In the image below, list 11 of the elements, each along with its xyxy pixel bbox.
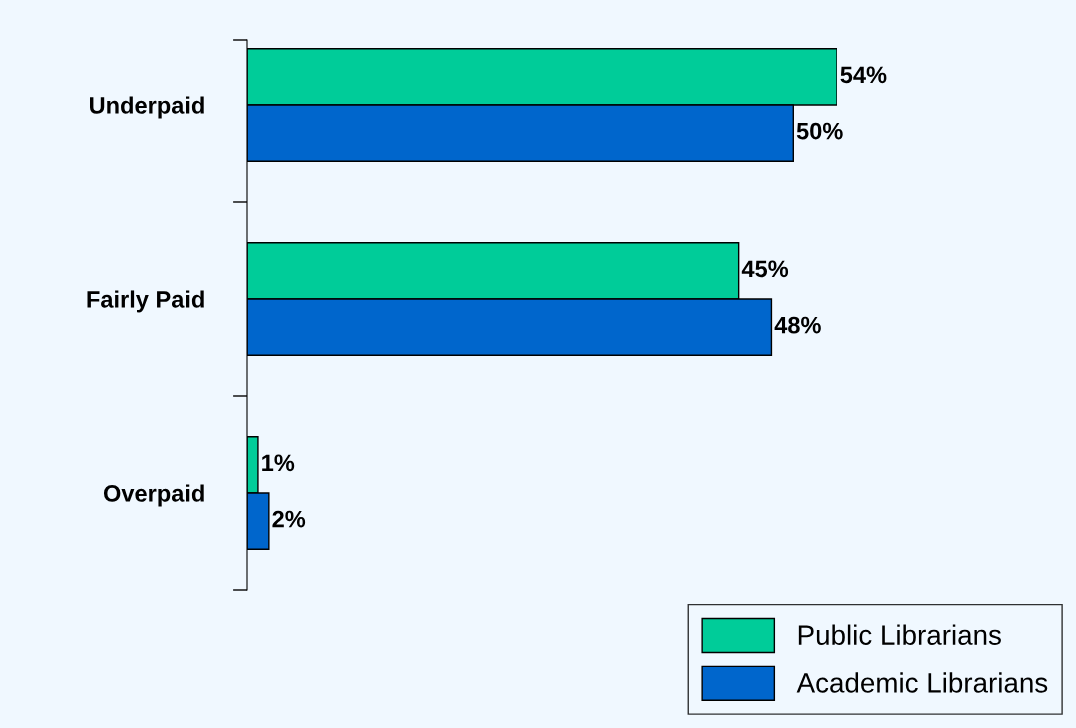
y-tick-label: Fairly Paid (87, 290, 204, 313)
y-tick-label: Overpaid (103, 484, 204, 507)
data-label: 48% (774, 316, 821, 334)
legend-label: Public Librarians (798, 624, 1001, 645)
y-tick-label: Underpaid (90, 96, 204, 119)
legend-label: Academic Librarians (796, 672, 1048, 693)
data-label: 45% (741, 260, 789, 278)
data-label: 54% (840, 66, 887, 84)
data-label: 1% (262, 454, 295, 472)
data-label: 50% (796, 122, 843, 140)
data-label: 2% (272, 510, 306, 528)
